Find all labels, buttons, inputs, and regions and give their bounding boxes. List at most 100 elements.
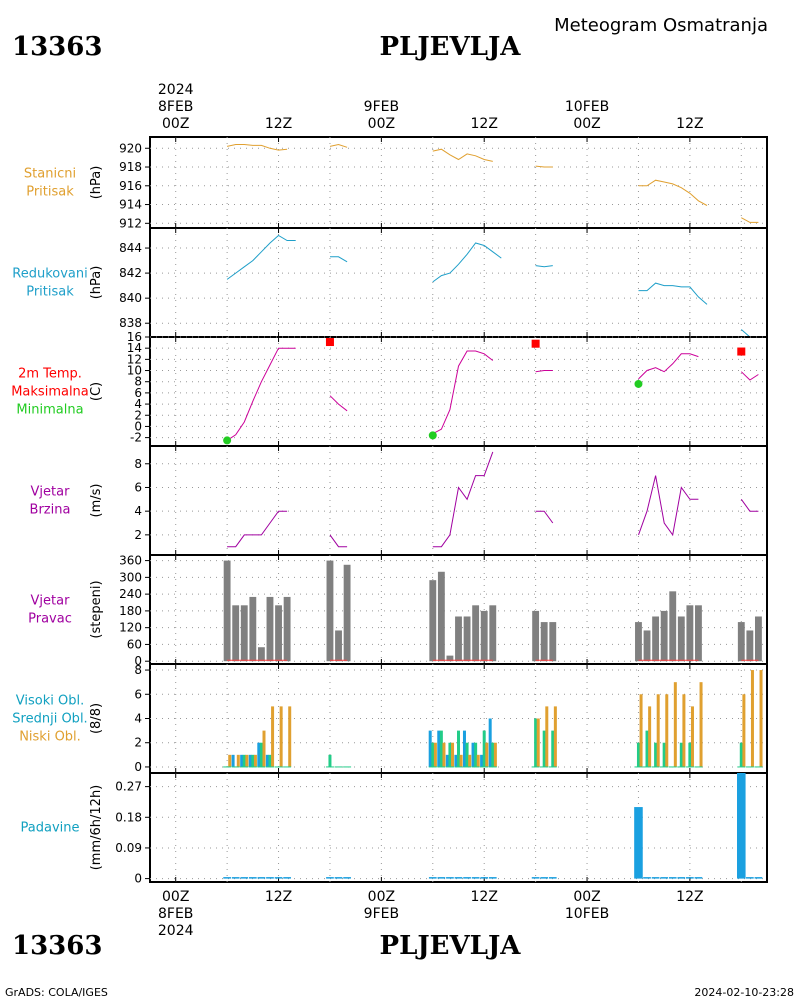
ytick-label: -2 (130, 431, 142, 445)
series-line-temperature (226, 347, 296, 441)
precipitation-bar (548, 877, 557, 879)
min-temp-marker (634, 379, 643, 388)
series-line-temperature (740, 371, 759, 381)
cloud-bar-low (485, 742, 489, 767)
series-line-wind_speed (432, 451, 494, 548)
top-hour-label: 12Z (265, 116, 292, 132)
series-line-reduced_pressure (638, 282, 708, 305)
wind-direction-bar (326, 560, 334, 662)
cloud-bar-mid (739, 742, 743, 767)
precipitation-bar (240, 877, 249, 879)
top-year-label: 2024 (158, 82, 194, 98)
ytick-label: 4 (134, 397, 142, 411)
ytick-label: 0 (134, 654, 142, 668)
ytick-label: 240 (119, 587, 142, 601)
cloud-bar-low (682, 694, 686, 767)
cloud-bar-low (442, 742, 446, 767)
ytick-label: 4 (134, 712, 142, 726)
precipitation-bar (274, 877, 283, 879)
panel-label-clouds: Srednji Obl. (12, 712, 87, 727)
cloud-bar-mid (328, 754, 332, 767)
ytick-label: 2 (134, 736, 142, 750)
precipitation-bar (480, 877, 489, 879)
cloud-bar-low (236, 754, 240, 767)
cloud-bar-high (257, 742, 261, 767)
station-name-top: PLJEVLJA (380, 32, 522, 62)
wind-direction-bar (532, 610, 540, 662)
precipitation-bar (531, 877, 540, 879)
wind-direction-bar (240, 605, 248, 662)
series-line-reduced_pressure (330, 256, 348, 263)
precipitation-bar (643, 877, 651, 879)
wind-direction-bar (223, 560, 231, 662)
panel-label-wind_speed: Vjetar (31, 485, 71, 500)
ytick-label: 8 (134, 663, 142, 677)
wind-direction-bar (652, 616, 660, 662)
cloud-bar-low (279, 706, 283, 767)
cloud-bar-mid (474, 742, 478, 767)
cloud-bar-low (750, 670, 754, 767)
wind-direction-bar (669, 591, 677, 662)
cloud-bar-mid (448, 742, 452, 767)
wind-direction-bar (737, 622, 745, 662)
series-line-station_pressure (741, 217, 759, 223)
bottom-date-label: 10FEB (565, 906, 609, 922)
ytick-label: 844 (119, 241, 142, 255)
cloud-bar-mid (242, 754, 246, 767)
ytick-label: 0.18 (115, 810, 142, 824)
wind-direction-bar (437, 571, 445, 662)
cloud-bar-high (437, 730, 441, 767)
cloud-bar-low (673, 682, 677, 767)
panel-frame-station_pressure (149, 136, 768, 229)
precipitation-bar (231, 877, 240, 879)
cloud-bar-high (265, 754, 269, 767)
precipitation-bar (677, 877, 686, 879)
cloud-bar-low (451, 742, 455, 767)
cloud-bar-mid (259, 742, 263, 767)
cloud-bar-high (445, 754, 449, 767)
ytick-label: 916 (119, 179, 142, 193)
cloud-bar-low (493, 742, 497, 767)
series-line-temperature (329, 395, 348, 412)
precipitation-bar (488, 877, 497, 879)
top-date-label: 10FEB (565, 99, 609, 115)
precipitation-bar (326, 877, 334, 879)
precipitation-bar (223, 877, 231, 879)
cloud-bar-mid (662, 742, 666, 767)
wind-direction-bar (463, 616, 471, 662)
ytick-label: 10 (127, 364, 142, 378)
cloud-bar-mid (679, 742, 683, 767)
series-line-reduced_pressure (226, 234, 296, 280)
ylabel-reduced_pressure: (hPa) (89, 266, 104, 300)
cloud-bar-low (656, 694, 660, 767)
wind-direction-bar (455, 616, 462, 662)
precipitation-bar (446, 877, 454, 879)
series-line-wind_speed (535, 510, 554, 524)
station-name-bottom: PLJEVLJA (380, 931, 522, 961)
wind-direction-bar (480, 610, 488, 662)
cloud-bar-mid (551, 730, 555, 767)
panel-label-station_pressure: Stanicni (24, 167, 76, 182)
cloud-bar-high (454, 754, 458, 767)
cloud-bar-high (240, 754, 244, 767)
cloud-bar-mid (268, 754, 272, 767)
precipitation-bar (334, 877, 343, 879)
cloud-bar-low (288, 706, 292, 767)
cloud-bar-low (545, 706, 549, 767)
ytick-label: 912 (119, 216, 142, 230)
ytick-label: 918 (119, 160, 142, 174)
max-temp-marker (531, 339, 540, 348)
precipitation-bar (651, 877, 660, 879)
ytick-label: 300 (119, 570, 142, 584)
cloud-bar-high (480, 754, 484, 767)
precipitation-bar (266, 877, 274, 879)
cloud-bar-mid (251, 754, 255, 767)
cloud-bar-low (253, 754, 257, 767)
cloud-bar-high (471, 742, 475, 767)
footer-timestamp: 2024-02-10-23:28 (694, 986, 794, 999)
precipitation-bar (248, 877, 257, 879)
wind-direction-bar (283, 596, 291, 662)
cloud-bar-low (468, 754, 472, 767)
panel-label-station_pressure: Pritisak (26, 185, 74, 200)
panels-group: 912 914 916 918 920 (hPa) Stanicni Pritisak 838 8… (11, 82, 768, 939)
